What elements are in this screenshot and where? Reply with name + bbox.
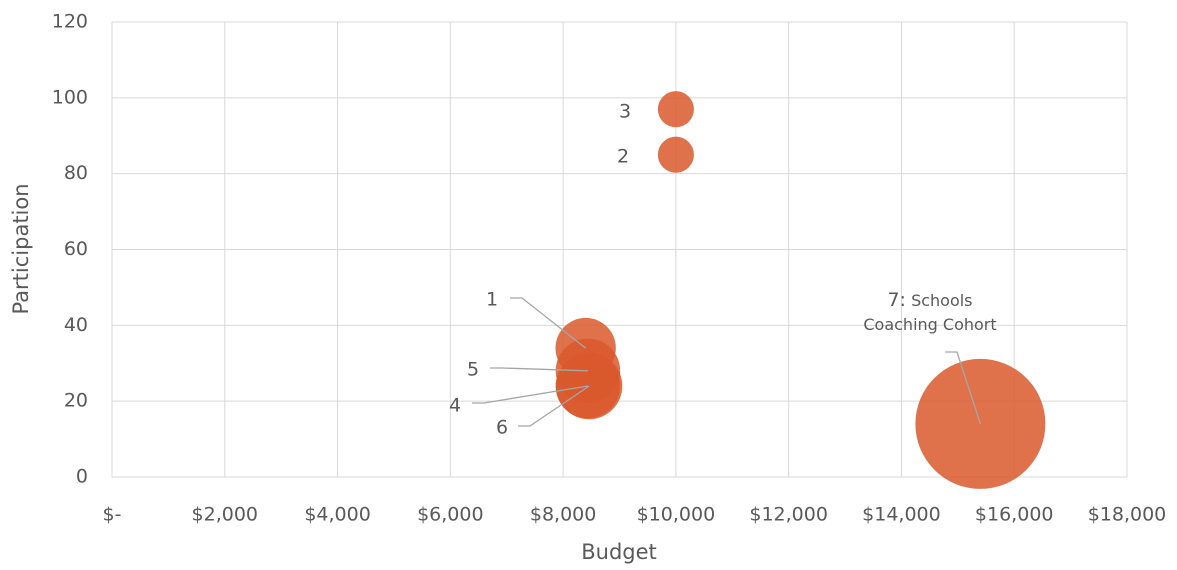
x-tick-label: $- [103, 504, 122, 526]
x-tick-label: $16,000 [975, 504, 1054, 526]
data-label: 4 [449, 395, 461, 417]
x-tick-label: $18,000 [1088, 504, 1167, 526]
y-tick-label: 40 [64, 314, 88, 336]
data-label: 2 [617, 146, 629, 168]
y-axis-title: Participation [9, 183, 33, 314]
leader-line [490, 367, 588, 372]
leader-line [945, 351, 982, 425]
y-tick-label: 20 [64, 390, 88, 412]
x-tick-label: $2,000 [192, 504, 258, 526]
y-tick-label: 100 [52, 86, 88, 108]
bubble [555, 352, 623, 420]
x-tick-label: $4,000 [304, 504, 370, 526]
x-tick-label: $6,000 [417, 504, 483, 526]
data-label: 6 [496, 417, 508, 439]
y-tick-label: 60 [64, 238, 88, 260]
x-axis-title: Budget [581, 540, 657, 564]
leader-line [510, 297, 587, 349]
data-label-id: 7: [887, 289, 906, 311]
y-tick-label: 80 [64, 162, 88, 184]
bubble [657, 91, 694, 128]
x-tick-label: $14,000 [862, 504, 941, 526]
data-label: 5 [467, 359, 479, 381]
y-tick-label: 0 [76, 466, 88, 488]
x-tick-label: $10,000 [637, 504, 716, 526]
leader-line [518, 385, 590, 427]
data-label: 3 [619, 101, 631, 123]
data-label: 1 [486, 289, 498, 311]
data-label-note: Schools Coaching Cohort [863, 291, 997, 334]
leader-line [472, 385, 589, 404]
x-tick-label: $12,000 [749, 504, 828, 526]
y-tick-label: 120 [52, 11, 88, 33]
data-label: 7: Schools Coaching Cohort [830, 288, 1030, 337]
x-tick-label: $8,000 [530, 504, 596, 526]
bubble [657, 136, 694, 173]
